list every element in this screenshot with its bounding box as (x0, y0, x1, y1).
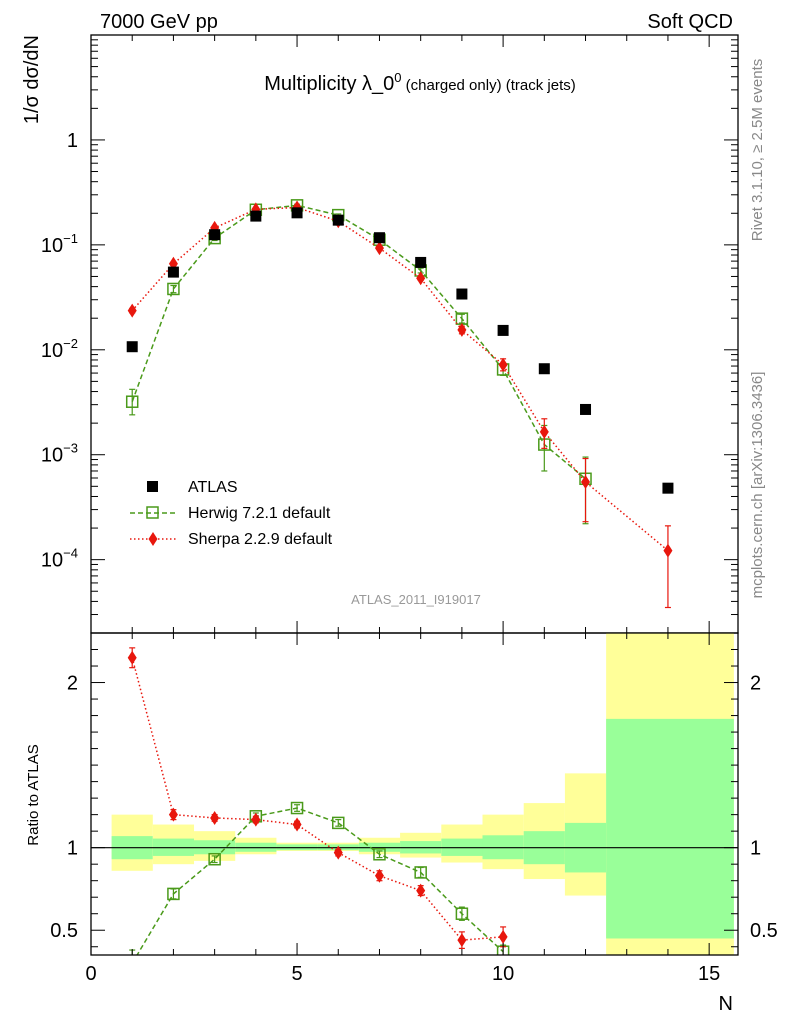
side-rivet-label: Rivet 3.1.10, ≥ 2.5M events (749, 59, 766, 242)
ratio-herwig-point (127, 958, 138, 969)
ratio-herwig-point (167, 887, 180, 901)
side-mcplots-label: mcplots.cern.ch [arXiv:1306.3436] (749, 372, 766, 599)
atlas-point (662, 482, 674, 494)
y-tick-mantissa: 10 (41, 235, 63, 257)
herwig-line (131, 204, 587, 480)
ratio-series-layer (127, 647, 510, 969)
ratio-sherpa-point (292, 817, 302, 832)
ratio-frame (90, 632, 739, 956)
legend: ATLAS Herwig 7.2.1 default Sherpa 2.2.9 … (130, 479, 333, 548)
y-tick-label: 10−3 (41, 441, 78, 467)
y-tick-label: 10−4 (41, 546, 78, 572)
ratio-y-tick-label-right: 2 (750, 673, 761, 695)
legend-herwig-label: Herwig 7.2.1 default (188, 505, 331, 522)
y-tick-exponent: −2 (63, 336, 78, 351)
atlas-point (538, 363, 550, 375)
main-title: Multiplicity λ_00 (charged only) (track … (264, 70, 576, 95)
sherpa-point (581, 474, 591, 489)
y-tick-label: 1 (67, 130, 78, 152)
header-energy-label: 7000 GeV pp (100, 11, 218, 33)
ratio-sherpa-point (127, 650, 137, 665)
x-tick-label: 5 (291, 963, 302, 985)
ratio-plot-area (91, 633, 738, 955)
legend-herwig-marker (146, 506, 159, 519)
y-tick-mantissa: 10 (41, 550, 63, 572)
ratio-y-tick-label: 1 (67, 838, 78, 860)
y-tick-mantissa: 10 (41, 340, 63, 362)
sherpa-line (131, 206, 669, 552)
ratio-band-green (606, 718, 734, 939)
atlas-point (497, 324, 509, 336)
sherpa-point (416, 271, 426, 286)
atlas-point (332, 214, 344, 226)
analysis-watermark: ATLAS_2011_I919017 (351, 592, 481, 607)
atlas-point (580, 403, 592, 415)
atlas-point (415, 256, 427, 268)
ratio-herwig-line (136, 807, 504, 955)
ratio-sherpa-point (457, 933, 467, 948)
herwig-point (167, 282, 180, 296)
ratio-herwig-point (455, 907, 469, 920)
main-title-text: Multiplicity λ_0 (264, 73, 394, 95)
atlas-point (250, 210, 262, 222)
legend-sherpa-label: Sherpa 2.2.9 default (188, 531, 333, 548)
ratio-y-tick-label: 0.5 (50, 920, 78, 942)
atlas-point (209, 229, 221, 241)
x-tick-label: 10 (492, 963, 514, 985)
ratio-ylabel: Ratio to ATLAS (25, 744, 42, 845)
legend-sherpa-marker (148, 532, 158, 546)
atlas-point (167, 266, 179, 278)
y-tick-mantissa: 10 (41, 445, 63, 467)
ratio-sherpa-line (131, 657, 504, 941)
ratio-sherpa-point (498, 929, 508, 944)
x-tick-label: 15 (698, 963, 720, 985)
ratio-y-tick-label: 2 (67, 673, 78, 695)
ratio-herwig-point (208, 852, 221, 866)
sherpa-point (498, 357, 508, 372)
y-tick-exponent: −3 (63, 441, 78, 456)
main-axes: 10−410−310−210−11 (41, 34, 739, 634)
atlas-point (126, 341, 138, 353)
ratio-y-tick-label-right: 0.5 (750, 920, 778, 942)
ratio-herwig-point (332, 816, 345, 830)
ratio-sherpa-point (374, 868, 384, 883)
ratio-sherpa-point (416, 883, 426, 898)
sherpa-point (663, 543, 673, 558)
ratio-xlabel: N (719, 993, 733, 1015)
y-tick-label: 10−2 (41, 336, 78, 362)
sherpa-point (374, 241, 384, 256)
herwig-point (125, 395, 139, 408)
y-tick-exponent: −4 (63, 546, 78, 561)
ratio-sherpa-point (210, 810, 220, 825)
atlas-point (291, 207, 303, 219)
main-series-layer (125, 199, 674, 609)
ratio-herwig-point (290, 801, 304, 815)
ratio-sherpa-point (251, 812, 261, 827)
legend-atlas-marker (147, 481, 158, 492)
sherpa-point (457, 322, 467, 337)
ratio-axes: 0 5 10 15 0.5 0.5 1 1 2 2 (50, 632, 778, 985)
y-tick-label: 10−1 (41, 231, 78, 257)
ratio-sherpa-point (168, 807, 178, 822)
header-process-label: Soft QCD (647, 11, 733, 33)
ratio-y-tick-label-right: 1 (750, 838, 761, 860)
main-title-suffix: (charged only) (track jets) (402, 77, 576, 94)
legend-atlas-label: ATLAS (188, 479, 238, 496)
main-title-superscript: 0 (394, 70, 401, 85)
y-tick-exponent: −1 (63, 231, 78, 246)
sherpa-point (539, 424, 549, 439)
x-tick-label: 0 (85, 963, 96, 985)
ratio-herwig-point (373, 848, 386, 861)
sherpa-point (127, 303, 137, 318)
atlas-point (456, 288, 468, 300)
main-ylabel: 1/σ dσ/dN (21, 35, 43, 124)
ratio-herwig-point (414, 866, 427, 879)
ratio-sherpa-point (333, 845, 343, 860)
atlas-point (373, 232, 385, 244)
y-tick-mantissa: 1 (67, 130, 78, 152)
